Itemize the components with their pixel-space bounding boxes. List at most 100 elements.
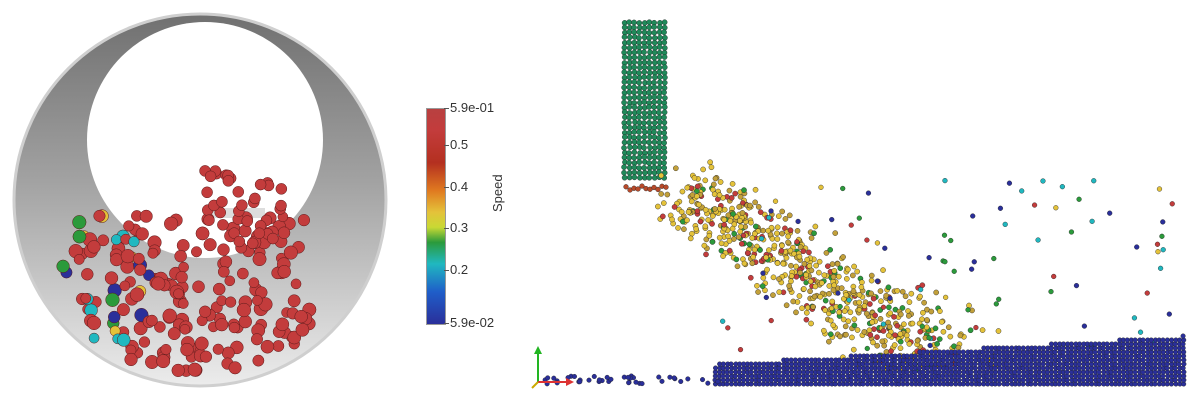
particle <box>874 278 881 284</box>
particle <box>662 45 668 51</box>
particle <box>721 216 728 223</box>
particle <box>631 84 638 91</box>
particle <box>216 196 228 208</box>
particle <box>178 261 189 273</box>
particle <box>1048 341 1054 347</box>
particle <box>868 272 875 279</box>
particle <box>769 361 775 367</box>
particle <box>246 237 259 250</box>
particle <box>1053 205 1059 211</box>
particle <box>821 327 827 334</box>
particle <box>1136 353 1142 359</box>
particle <box>639 381 645 387</box>
particle <box>807 288 813 295</box>
particle <box>621 174 628 181</box>
particle <box>631 154 637 161</box>
particle <box>694 193 700 200</box>
particle <box>661 104 668 110</box>
particle <box>980 349 986 355</box>
particle <box>726 187 733 194</box>
particle <box>545 375 551 381</box>
particle <box>228 227 240 239</box>
particle <box>1052 349 1058 355</box>
particle <box>774 224 781 231</box>
particle <box>803 272 809 278</box>
speed-colorbar: 5.9e-01 0.5 0.4 0.3 0.2 5.9e-02 Speed <box>420 100 530 340</box>
particle <box>180 342 194 357</box>
particle <box>647 69 653 76</box>
particle <box>788 262 794 269</box>
particle <box>837 303 843 310</box>
particle <box>803 316 810 323</box>
particle <box>626 19 633 25</box>
particle <box>997 205 1004 211</box>
particle <box>840 185 846 192</box>
particle <box>656 374 662 380</box>
particle <box>652 74 658 81</box>
particle <box>856 292 863 298</box>
particle <box>154 321 166 333</box>
particle <box>621 169 627 176</box>
particle <box>1089 218 1095 224</box>
particle <box>661 79 668 86</box>
particle <box>841 308 848 314</box>
particle <box>923 324 930 331</box>
particle <box>636 119 643 126</box>
particle <box>772 381 778 387</box>
particle <box>641 164 647 171</box>
particle <box>1076 196 1082 202</box>
particle <box>187 362 202 377</box>
particle <box>971 259 977 265</box>
particle <box>861 329 868 335</box>
particle <box>749 260 756 267</box>
particle <box>661 154 668 161</box>
colorbar-gradient <box>426 108 446 325</box>
particle <box>898 311 904 318</box>
particle <box>626 159 632 166</box>
particle <box>727 218 734 224</box>
particle <box>621 34 628 40</box>
particle <box>661 160 667 166</box>
particle <box>591 373 597 379</box>
particle <box>636 20 643 26</box>
particle <box>730 211 736 217</box>
drum-particles <box>56 165 317 378</box>
particle <box>626 49 633 56</box>
particle <box>651 134 658 140</box>
particle <box>790 298 797 305</box>
particle <box>979 327 986 333</box>
particle <box>716 234 723 241</box>
particle <box>1077 341 1083 347</box>
particle <box>662 34 668 41</box>
particle <box>755 289 761 295</box>
particle <box>808 267 815 274</box>
particle <box>741 260 748 267</box>
particle <box>642 169 648 176</box>
particle <box>636 134 642 141</box>
particle <box>1155 249 1161 255</box>
particle <box>803 309 810 316</box>
particle <box>641 154 648 160</box>
particle <box>837 265 844 272</box>
particle <box>785 233 791 240</box>
colorbar-tick <box>444 228 449 229</box>
particle <box>924 349 930 355</box>
particle <box>108 310 121 324</box>
particle <box>626 104 633 110</box>
particle <box>646 39 652 46</box>
particle <box>853 353 859 359</box>
particle <box>746 241 753 248</box>
particle <box>796 253 803 260</box>
particle <box>774 260 781 266</box>
particle <box>776 289 783 295</box>
particle <box>845 266 851 273</box>
particle <box>694 208 701 214</box>
particle <box>294 309 308 324</box>
particle <box>868 277 875 284</box>
particle <box>621 44 628 51</box>
particle <box>646 169 653 176</box>
particle <box>851 316 858 323</box>
particle <box>626 124 633 131</box>
colorbar-label-0-5: 0.5 <box>450 137 469 152</box>
particle <box>993 301 999 307</box>
